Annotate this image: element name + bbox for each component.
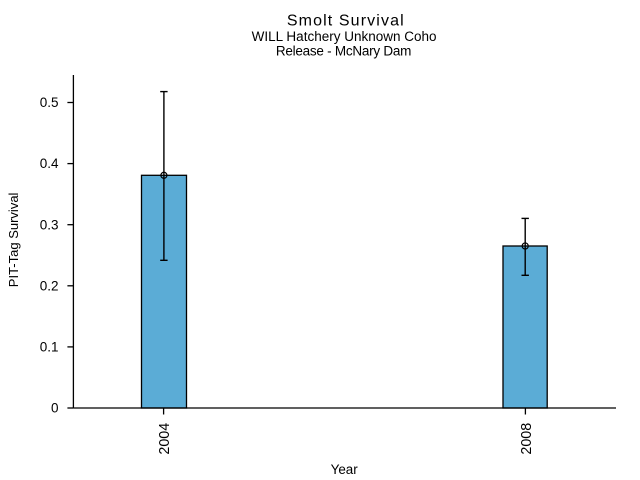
svg-text:0.4: 0.4 [40,156,59,171]
svg-text:0.2: 0.2 [40,278,59,293]
svg-text:2004: 2004 [157,423,173,455]
svg-text:0.1: 0.1 [40,340,59,355]
svg-text:2008: 2008 [519,423,535,455]
svg-text:0.5: 0.5 [40,95,59,110]
svg-text:Release - McNary Dam: Release - McNary Dam [276,43,411,58]
svg-text:WILL Hatchery Unknown Coho: WILL Hatchery Unknown Coho [252,29,437,44]
svg-text:0.3: 0.3 [40,217,59,232]
svg-text:0: 0 [51,401,59,416]
svg-text:Smolt Survival: Smolt Survival [287,13,405,30]
svg-text:Year: Year [331,462,359,477]
svg-text:PIT-Tag Survival: PIT-Tag Survival [6,192,21,287]
